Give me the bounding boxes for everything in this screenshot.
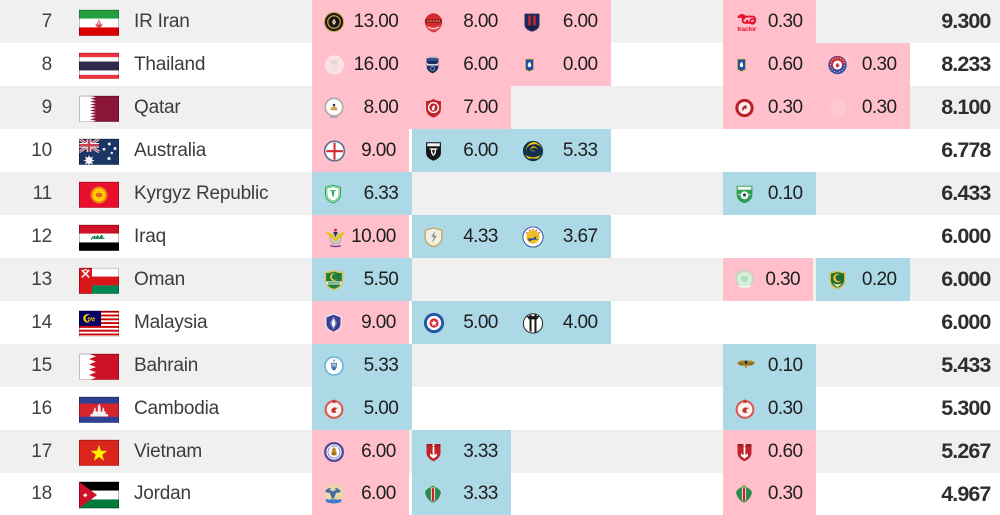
svg-text:tractor: tractor [737, 26, 757, 33]
